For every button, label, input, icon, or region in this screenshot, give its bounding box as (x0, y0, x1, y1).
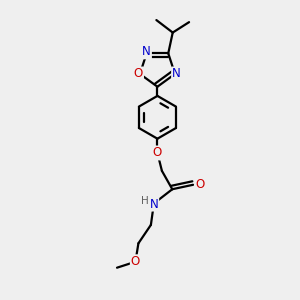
Text: O: O (134, 68, 143, 80)
Text: O: O (153, 146, 162, 160)
Text: N: N (142, 45, 151, 58)
Text: N: N (172, 68, 181, 80)
Text: O: O (131, 255, 140, 268)
Text: N: N (149, 198, 158, 211)
Text: O: O (195, 178, 204, 191)
Text: H: H (141, 196, 149, 206)
